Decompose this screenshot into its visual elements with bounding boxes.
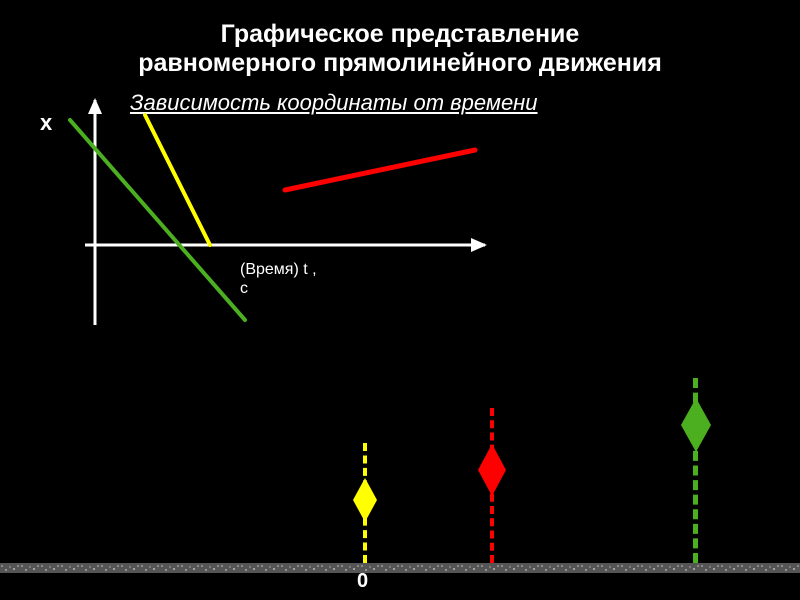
x-axis-label-line-1: (Время) t , — [240, 261, 317, 278]
title-line-2: равномерного прямолинейного движения — [138, 49, 662, 77]
diamond-marker-yellow — [353, 478, 377, 522]
y-axis-label: х — [40, 110, 52, 136]
x-axis-label: (Время) t , с — [240, 260, 317, 298]
title-line-1: Графическое представление — [221, 20, 580, 48]
x-axis-label-line-2: с — [240, 280, 248, 297]
origin-zero-label: 0 — [357, 570, 368, 593]
diamond-marker-red — [478, 444, 506, 496]
diamond-marker-green — [681, 398, 711, 452]
main-title: Графическое представление равномерного п… — [0, 20, 800, 78]
ground-track — [0, 563, 800, 573]
